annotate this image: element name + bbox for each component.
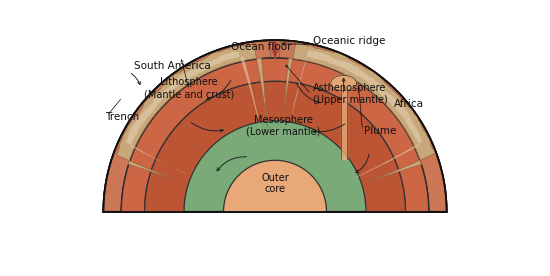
Polygon shape [145,81,405,212]
Text: Africa: Africa [394,99,424,109]
Polygon shape [292,49,422,180]
Polygon shape [117,44,268,179]
Text: South America: South America [134,61,211,71]
Polygon shape [223,160,327,212]
Text: Trench: Trench [105,112,139,122]
Polygon shape [283,43,436,181]
Polygon shape [271,48,279,58]
Text: Oceanic ridge: Oceanic ridge [313,36,385,46]
Polygon shape [122,58,428,212]
Polygon shape [126,52,261,175]
Polygon shape [331,75,356,91]
Text: Ocean floor: Ocean floor [231,42,292,52]
Polygon shape [103,40,447,212]
Polygon shape [340,91,346,159]
Polygon shape [103,40,447,212]
Text: Asthenosphere
(Upper mantle): Asthenosphere (Upper mantle) [313,83,388,105]
Text: Lithosphere
(Mantle and crust): Lithosphere (Mantle and crust) [144,78,234,99]
Text: Outer
core: Outer core [261,173,289,194]
Text: Plume: Plume [364,126,397,136]
Text: Mesosphere
(Lower mantle): Mesosphere (Lower mantle) [246,115,321,137]
